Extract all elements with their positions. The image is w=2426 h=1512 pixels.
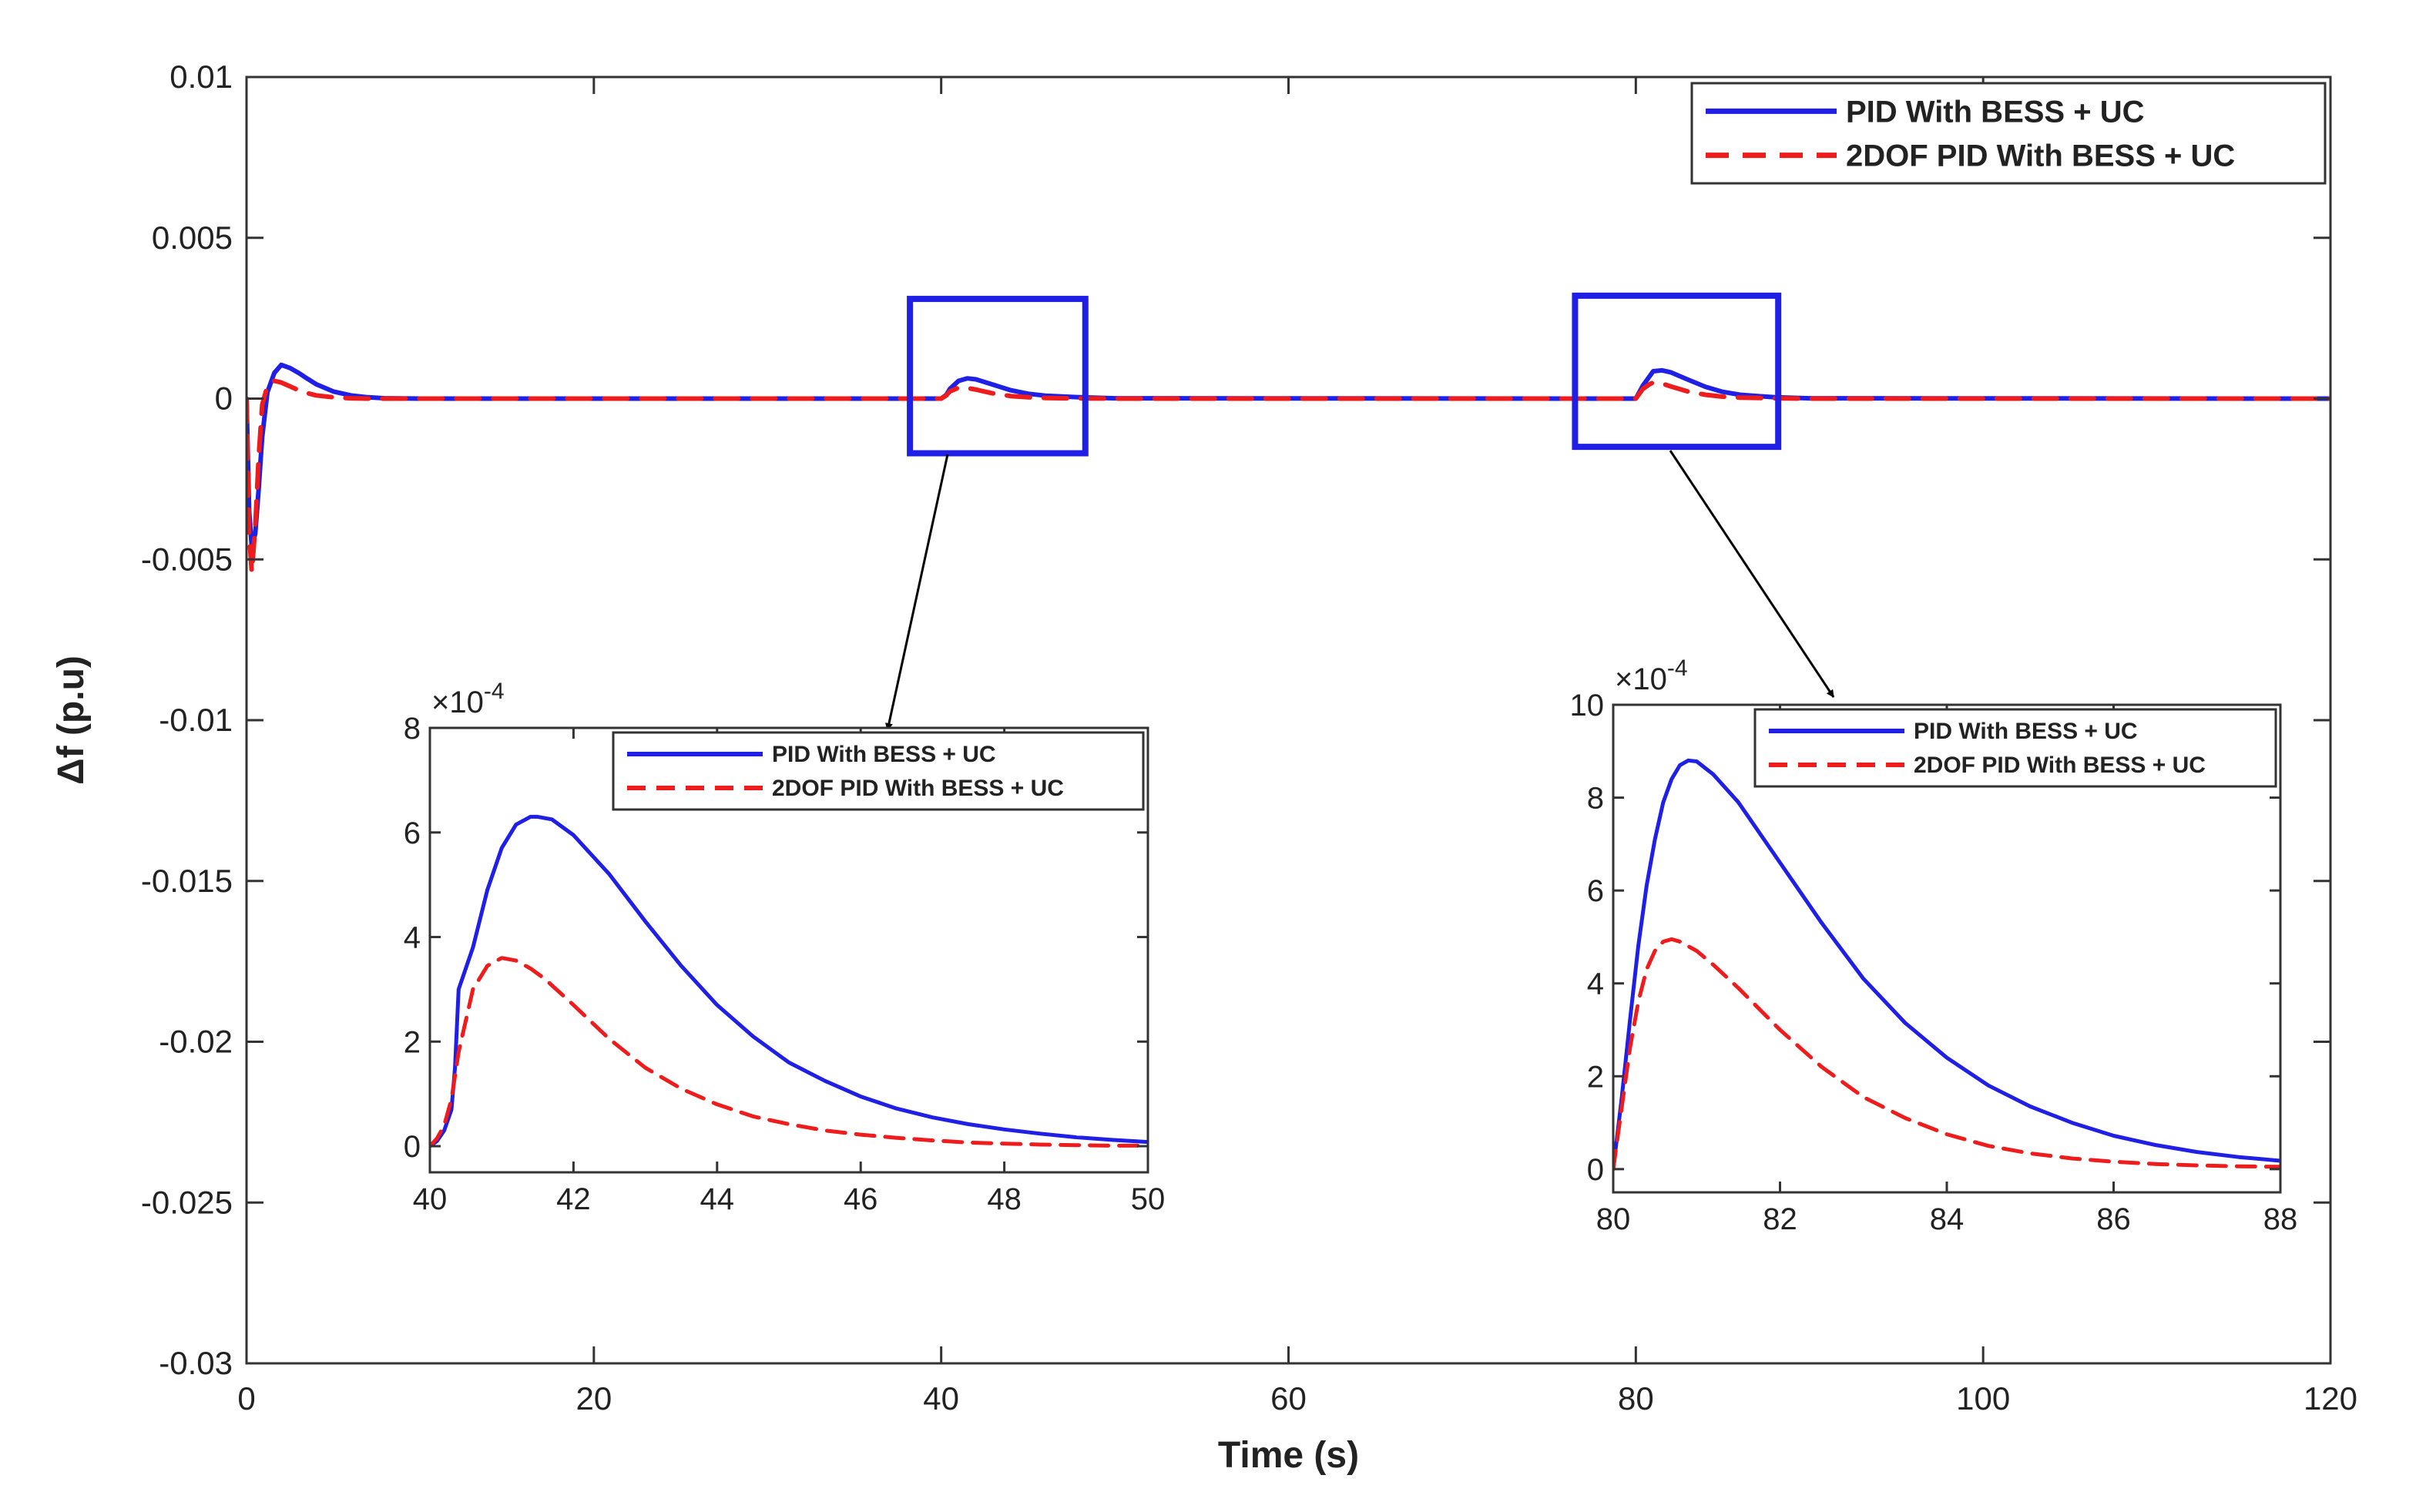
inset2-series-line-pid [1613, 758, 2280, 1172]
inset2-y-tick-label: 10 [1570, 689, 1605, 722]
main-y-tick-label: -0.015 [141, 863, 233, 899]
main-y-tick-label: 0.01 [169, 59, 233, 95]
inset2-y-tick-label: 2 [1587, 1060, 1604, 1094]
main-x-tick-label: 120 [2304, 1380, 2357, 1416]
inset1-y-tick-label: 4 [404, 921, 421, 955]
main-x-tick-label: 80 [1618, 1380, 1654, 1416]
inset2-x-tick-label: 86 [2096, 1202, 2131, 1236]
zoom-arrow-2 [1669, 450, 1835, 698]
inset2-x-tick-label: 88 [2263, 1202, 2298, 1236]
y-axis-label: Δf (p.u) [51, 655, 92, 785]
zoom-box-1 [907, 296, 1089, 457]
inset2-axis-multiplier: ×10-4 [1615, 655, 1688, 696]
inset2-x-tick-label: 80 [1596, 1202, 1631, 1236]
main-y-tick-label: -0.025 [141, 1184, 233, 1220]
main-y-tick-label: 0 [215, 381, 233, 417]
main-legend-label: 2DOF PID With BESS + UC [1846, 139, 2235, 173]
inset1-y-tick-label: 2 [404, 1025, 421, 1059]
main-legend-label: PID With BESS + UC [1846, 95, 2144, 129]
inset1-legend-label: PID With BESS + UC [772, 742, 996, 767]
inset2-series-line-2dof-pid [1613, 937, 2280, 1172]
inset1-series-group [430, 814, 1148, 1148]
zoom-box-2 [1572, 292, 1782, 451]
main-series-line-2dof-pid [247, 378, 2330, 575]
inset-plot-2: 80 82 84 86 88 0 2 4 6 8 10 ×10-4 PID With BESS + UC… [1570, 655, 2298, 1236]
main-x-tick-label: 40 [923, 1380, 959, 1416]
inset2-legend-box [1753, 708, 2277, 788]
inset2-legend-label: PID With BESS + UC [1914, 719, 2138, 744]
main-y-tick-label: 0.005 [152, 220, 233, 256]
inset1-x-tick-label: 48 [987, 1182, 1022, 1216]
inset1-x-tick-label: 44 [700, 1182, 735, 1216]
main-x-tick-label: 100 [1956, 1380, 2010, 1416]
main-x-tick-label: 0 [237, 1380, 255, 1416]
zoom-arrow-1 [885, 454, 949, 731]
inset1-legend-box [612, 731, 1145, 811]
main-x-tick-label: 60 [1270, 1380, 1307, 1416]
inset2-y-tick-label: 6 [1587, 874, 1604, 908]
inset2-y-tick-label: 0 [1587, 1153, 1604, 1187]
inset2-series-group [1613, 758, 2280, 1172]
main-x-tick-label: 20 [575, 1380, 612, 1416]
inset1-series-line-pid [430, 814, 1148, 1148]
inset1-legend-label: 2DOF PID With BESS + UC [772, 776, 1064, 801]
main-y-tick-label: -0.03 [159, 1345, 233, 1381]
main-y-tick-label: -0.005 [141, 541, 233, 577]
x-axis-label: Time (s) [1218, 1435, 1359, 1476]
main-legend-box [1690, 82, 2327, 185]
inset1-x-tick-label: 46 [844, 1182, 878, 1216]
inset1-x-tick-label: 40 [413, 1182, 448, 1216]
inset1-y-tick-label: 6 [404, 816, 421, 850]
inset1-y-tick-label: 8 [404, 712, 421, 746]
inset2-x-tick-label: 82 [1763, 1202, 1797, 1236]
zoom-indicators [885, 292, 1835, 731]
main-series-group [247, 362, 2330, 575]
inset1-axis-multiplier: ×10-4 [431, 679, 505, 719]
inset1-series-line-2dof-pid [430, 956, 1148, 1148]
inset2-legend-label: 2DOF PID With BESS + UC [1914, 753, 2206, 778]
main-y-tick-label: -0.01 [159, 702, 233, 738]
inset1-x-tick-label: 50 [1131, 1182, 1166, 1216]
inset2-y-tick-label: 8 [1587, 782, 1604, 816]
inset1-x-tick-label: 42 [556, 1182, 591, 1216]
inset2-y-tick-label: 4 [1587, 967, 1604, 1001]
inset1-axes-frame [428, 726, 1149, 1174]
inset1-y-tick-label: 0 [404, 1130, 421, 1164]
inset2-x-tick-label: 84 [1930, 1202, 1965, 1236]
main-series-line-pid [247, 362, 2330, 549]
main-y-tick-label: -0.02 [159, 1024, 233, 1060]
